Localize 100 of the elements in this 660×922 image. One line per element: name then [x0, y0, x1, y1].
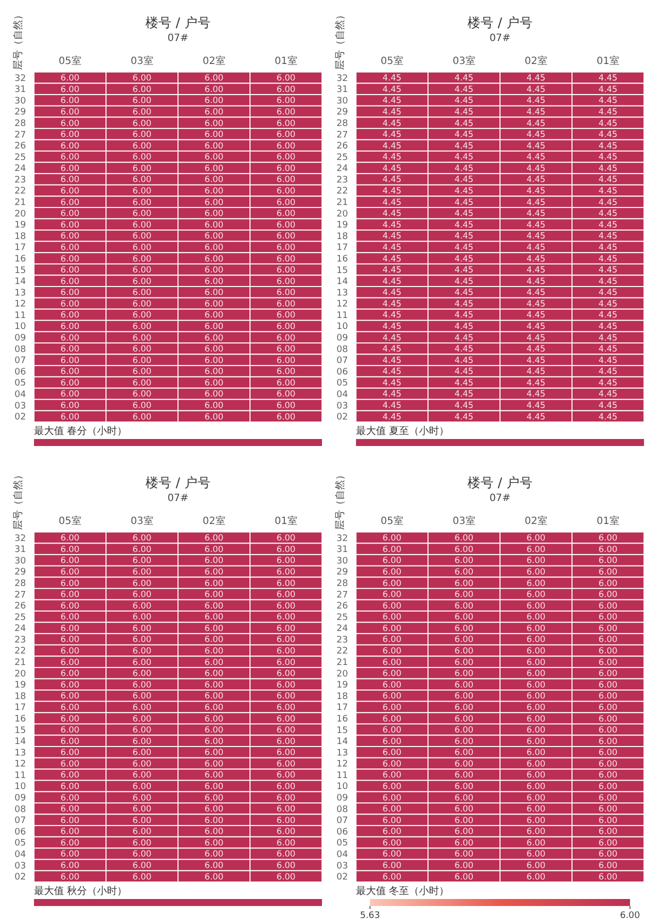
data-label: 6.00: [204, 590, 224, 600]
data-label: 4.45: [382, 118, 402, 129]
y-tick-label: 11: [14, 770, 26, 781]
data-label: 4.45: [454, 164, 474, 174]
data-label: 6.00: [598, 872, 618, 882]
data-label: 6.00: [598, 726, 618, 736]
data-label: 6.00: [382, 714, 402, 724]
data-label: 6.00: [60, 804, 80, 815]
data-label: 4.45: [454, 356, 474, 366]
y-tick-label: 23: [336, 635, 348, 646]
data-label: 6.00: [276, 299, 296, 310]
data-label: 4.45: [382, 401, 402, 412]
data-label: 4.45: [382, 276, 402, 287]
data-label: 4.45: [382, 299, 402, 310]
y-tick-label: 27: [336, 590, 348, 600]
data-label: 6.00: [132, 367, 152, 378]
data-label: 4.45: [382, 175, 402, 186]
y-tick-label: 04: [336, 390, 348, 400]
data-label: 6.00: [60, 152, 80, 163]
data-label: 6.00: [132, 186, 152, 197]
data-label: 6.00: [132, 333, 152, 344]
data-label: 6.00: [382, 726, 402, 736]
data-label: 4.45: [382, 412, 402, 422]
data-label: 4.45: [598, 401, 618, 412]
data-label: 6.00: [132, 590, 152, 600]
data-label: 6.00: [276, 412, 296, 422]
data-label: 4.45: [598, 344, 618, 355]
data-label: 6.00: [132, 84, 152, 95]
chart-subtitle: 07#: [166, 33, 190, 44]
data-label: 6.00: [454, 658, 474, 668]
data-label: 6.00: [526, 816, 546, 826]
y-tick-label: 19: [336, 680, 348, 691]
data-label: 6.00: [276, 578, 296, 589]
y-tick-label: 08: [14, 804, 26, 815]
data-label: 4.45: [598, 186, 618, 197]
y-tick-label: 21: [336, 658, 348, 668]
data-label: 6.00: [132, 556, 152, 566]
chart-subtitle: 07#: [488, 33, 512, 44]
data-label: 6.00: [132, 567, 152, 578]
data-label: 6.00: [60, 872, 80, 882]
data-label: 6.00: [276, 74, 296, 84]
data-label: 6.00: [454, 838, 474, 848]
y-tick-label: 03: [336, 861, 348, 872]
y-tick-label: 15: [14, 266, 26, 276]
data-label: 4.45: [382, 220, 402, 230]
data-label: 6.00: [132, 242, 152, 253]
data-label: 6.00: [60, 141, 80, 152]
x-tick-label: 02室: [202, 55, 226, 67]
data-label: 6.00: [60, 390, 80, 400]
data-label: 6.00: [454, 601, 474, 612]
data-label: 6.00: [382, 578, 402, 589]
data-label: 6.00: [132, 164, 152, 174]
data-label: 6.00: [276, 624, 296, 634]
y-tick-label: 14: [336, 277, 348, 288]
data-label: 6.00: [598, 534, 618, 544]
data-label: 6.00: [60, 658, 80, 668]
data-label: 6.00: [598, 680, 618, 690]
data-label: 6.00: [60, 782, 80, 792]
data-label: 4.45: [526, 390, 546, 400]
data-label: 6.00: [382, 793, 402, 804]
data-label: 6.00: [60, 861, 80, 872]
data-label: 4.45: [598, 198, 618, 208]
y-tick-label: 14: [336, 737, 348, 748]
data-label: 4.45: [382, 390, 402, 400]
data-label: 6.00: [132, 232, 152, 242]
data-label: 6.00: [204, 578, 224, 589]
y-tick-label: 02: [14, 412, 26, 423]
data-label: 6.00: [132, 726, 152, 736]
y-axis-title: 层号（自然）: [334, 10, 347, 70]
data-label: 6.00: [60, 276, 80, 287]
y-tick-label: 23: [14, 635, 26, 646]
data-label: 6.00: [526, 770, 546, 781]
data-label: 4.45: [454, 378, 474, 388]
data-label: 4.45: [598, 152, 618, 163]
data-label: 6.00: [276, 175, 296, 186]
y-tick-label: 03: [14, 861, 26, 872]
data-label: 6.00: [276, 322, 296, 332]
data-label: 6.00: [132, 390, 152, 400]
data-label: 6.00: [204, 186, 224, 197]
data-label: 6.00: [204, 164, 224, 174]
data-label: 6.00: [276, 861, 296, 872]
color-bar-title: 最大值 夏至（小时）: [356, 424, 450, 438]
y-tick-label: 06: [14, 367, 26, 378]
data-label: 6.00: [526, 804, 546, 815]
y-tick-label: 12: [336, 300, 348, 310]
data-label: 4.45: [526, 209, 546, 220]
data-label: 6.00: [598, 702, 618, 713]
data-label: 6.00: [598, 816, 618, 826]
data-label: 4.45: [526, 96, 546, 106]
data-label: 6.00: [204, 601, 224, 612]
data-label: 6.00: [60, 367, 80, 378]
data-label: 6.00: [454, 680, 474, 690]
y-tick-label: 10: [14, 322, 26, 332]
data-label: 6.00: [132, 782, 152, 792]
data-label: 6.00: [204, 759, 224, 770]
data-label: 6.00: [526, 759, 546, 770]
y-tick-label: 16: [336, 714, 348, 724]
data-label: 6.00: [382, 635, 402, 646]
data-label: 6.00: [276, 401, 296, 412]
data-label: 6.00: [132, 266, 152, 276]
